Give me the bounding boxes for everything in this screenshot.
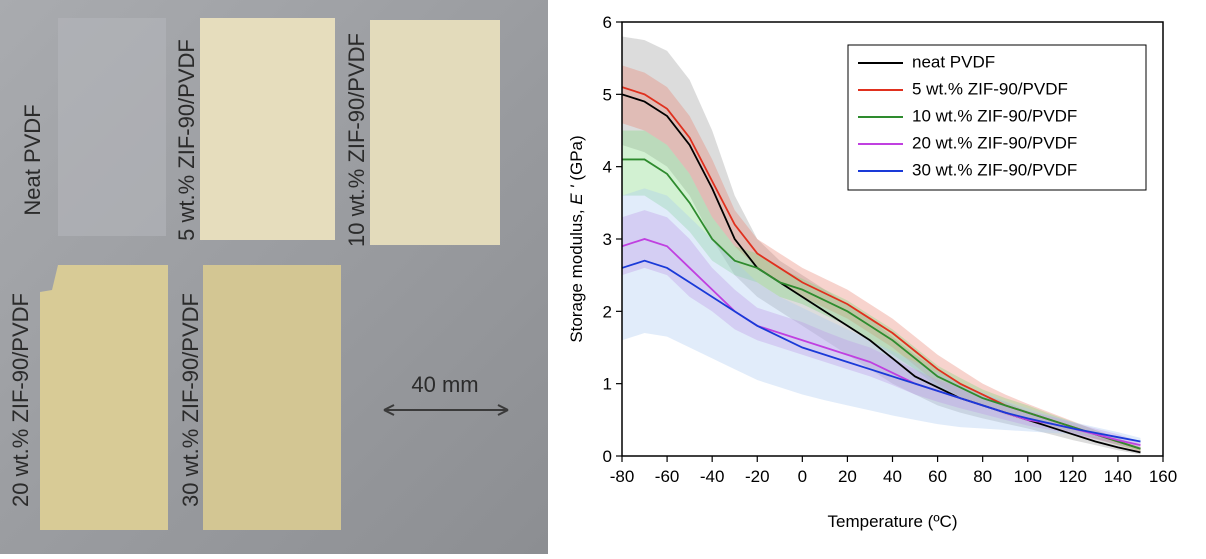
film xyxy=(40,265,168,530)
y-axis-label: Storage modulus, E ' (GPa) xyxy=(567,135,586,342)
y-axis-label-part: Storage modulus, xyxy=(567,205,586,343)
legend-label: 30 wt.% ZIF-90/PVDF xyxy=(912,160,1077,179)
film xyxy=(200,18,335,240)
film xyxy=(203,265,341,530)
y-axis-label-part: E ' xyxy=(567,185,586,205)
legend-label: 20 wt.% ZIF-90/PVDF xyxy=(912,133,1077,152)
y-tick-label: 0 xyxy=(603,447,612,466)
legend-label: neat PVDF xyxy=(912,52,995,71)
y-tick-label: 3 xyxy=(603,230,612,249)
x-tick-label: 0 xyxy=(798,467,807,486)
photo: Neat PVDF 5 wt.% ZIF-90/PVDF 10 wt.% ZIF… xyxy=(0,0,548,554)
chart: -80 -60 -40 -20 0 20 40 60 80 100 120 140 160 0 1 2 3 4 5 6… xyxy=(567,13,1177,531)
film-label: 30 wt.% ZIF-90/PVDF xyxy=(178,293,203,507)
x-tick-label: -20 xyxy=(745,467,770,486)
film-label: 20 wt.% ZIF-90/PVDF xyxy=(8,293,33,507)
film xyxy=(58,18,166,236)
x-tick-label: 20 xyxy=(838,467,857,486)
x-tick-label: -60 xyxy=(655,467,680,486)
y-tick-label: 4 xyxy=(603,158,612,177)
error-band xyxy=(622,188,1141,446)
x-tick-label: 100 xyxy=(1014,467,1042,486)
film xyxy=(370,20,500,245)
x-tick-label: -40 xyxy=(700,467,725,486)
y-axis-label-part: (GPa) xyxy=(567,135,586,185)
x-tick-label: 120 xyxy=(1059,467,1087,486)
scale-arrow xyxy=(383,404,509,416)
x-tick-label: 140 xyxy=(1104,467,1132,486)
x-tick-label: 160 xyxy=(1149,467,1177,486)
scale-label: 40 mm xyxy=(411,372,478,397)
y-tick-label: 2 xyxy=(603,302,612,321)
y-tick-label: 1 xyxy=(603,375,612,394)
series-line xyxy=(622,158,1141,450)
y-tick-label: 5 xyxy=(603,85,612,104)
film-label: Neat PVDF xyxy=(20,104,45,215)
x-tick-label: 60 xyxy=(928,467,947,486)
film-label: 5 wt.% ZIF-90/PVDF xyxy=(174,39,199,241)
error-band xyxy=(622,36,1141,455)
error-band xyxy=(622,210,1141,449)
x-axis-label: Temperature (ºC) xyxy=(828,512,958,531)
error-band xyxy=(622,130,1141,451)
legend-label: 10 wt.% ZIF-90/PVDF xyxy=(912,106,1077,125)
film-label: 10 wt.% ZIF-90/PVDF xyxy=(344,33,369,247)
x-tick-label: -80 xyxy=(610,467,635,486)
y-tick-label: 6 xyxy=(603,13,612,32)
x-tick-label: 40 xyxy=(883,467,902,486)
series-line xyxy=(621,93,1141,454)
x-tick-label: 80 xyxy=(973,467,992,486)
legend-label: 5 wt.% ZIF-90/PVDF xyxy=(912,79,1068,98)
series-line xyxy=(621,259,1141,443)
error-band xyxy=(622,65,1141,452)
